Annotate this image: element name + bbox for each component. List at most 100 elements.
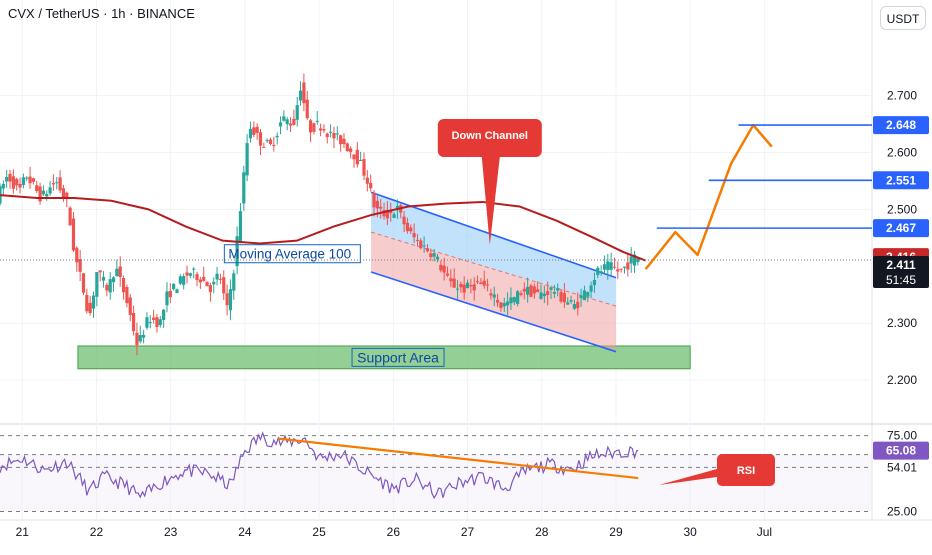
candle-body (55, 182, 59, 184)
candle-body (285, 119, 289, 125)
candle-body (512, 297, 516, 303)
candle-body (549, 287, 553, 290)
candle-body (405, 222, 410, 232)
candle-body (195, 273, 199, 281)
candle-body (222, 277, 226, 294)
x-tick-label: 25 (312, 525, 326, 539)
candle-body (128, 297, 132, 315)
candle-body (268, 139, 273, 145)
down-channel-mid-line (370, 231, 617, 307)
candle-body (472, 284, 476, 291)
candle-body (422, 245, 426, 247)
candle-body (312, 123, 316, 132)
currency-unit-button[interactable]: USDT (880, 6, 926, 30)
candle-body (439, 264, 443, 271)
candle-body (482, 280, 486, 286)
candle-body (135, 332, 139, 346)
candle-body (349, 148, 353, 152)
rsi-current-badge (873, 441, 929, 460)
candle-body (415, 239, 420, 241)
candle-body (101, 276, 106, 281)
x-tick-label: 22 (90, 525, 104, 539)
candle-body (392, 214, 396, 218)
candle-body (288, 123, 293, 126)
candle-body (322, 129, 326, 131)
candle-body (215, 273, 219, 280)
x-tick-label: Jul (757, 525, 772, 539)
candle-body (419, 240, 423, 249)
candle-body (576, 301, 580, 309)
candle-body (499, 302, 503, 308)
candle-body (445, 273, 450, 276)
candle-body (359, 160, 363, 162)
moving-average-label: Moving Average 100 (228, 247, 351, 262)
candle-body (61, 188, 66, 198)
rsi-trendline (278, 437, 639, 480)
x-tick-label: 23 (164, 525, 178, 539)
x-tick-label: 21 (16, 525, 30, 539)
candle-body (342, 138, 346, 145)
candle-body (145, 317, 149, 328)
candle-body (278, 122, 283, 127)
candle-body (502, 303, 506, 307)
price-level-badge (873, 116, 929, 135)
candle-body (152, 317, 156, 320)
candle-body (198, 279, 202, 283)
candle-body (412, 233, 416, 238)
candle-body (118, 266, 122, 277)
candle-body (599, 271, 603, 273)
candle-body (295, 105, 299, 120)
candle-body (616, 269, 620, 272)
candle-body (579, 295, 583, 299)
candle-body (355, 149, 359, 165)
candle-body (516, 291, 520, 304)
price-level-label: 2.551 (886, 173, 916, 187)
candle-body (38, 186, 42, 202)
candle-body (362, 159, 366, 176)
candle-body (589, 285, 593, 292)
candle-body (465, 282, 470, 289)
candle-body (519, 293, 523, 295)
candle-body (385, 209, 389, 219)
candle-body (529, 285, 533, 297)
y-tick-label: 2.600 (887, 145, 917, 159)
support-area-label-box (351, 347, 445, 367)
down-channel-lower-fill (371, 232, 616, 352)
candle-body (188, 273, 192, 276)
rsi-current-label: 65.08 (886, 444, 916, 458)
candle-body (469, 285, 473, 287)
candle-body (582, 290, 587, 301)
candle-body (78, 259, 82, 272)
candle-body (235, 236, 239, 267)
candle-body (98, 270, 102, 273)
candle-body (31, 178, 35, 182)
candle-body (175, 289, 179, 294)
candle-body (111, 277, 116, 283)
candle-body (315, 120, 319, 122)
candle-body (218, 278, 223, 280)
candle-body (572, 304, 577, 309)
candle-body (389, 210, 393, 214)
candle-body (202, 276, 206, 281)
candle-body (626, 262, 630, 270)
candle-body (11, 176, 15, 189)
candle-body (459, 283, 463, 288)
candle-body (208, 285, 212, 293)
candle-body (606, 261, 610, 271)
down-channel-callout-text: Down Channel (452, 130, 528, 142)
candle-body (228, 289, 233, 311)
candle-body (138, 335, 142, 342)
candle-body (629, 256, 633, 264)
candle-body (105, 284, 109, 291)
candle-body (232, 273, 236, 291)
candle-body (185, 272, 189, 276)
candle-body (15, 178, 19, 186)
price-level-label: 2.648 (886, 118, 916, 132)
candle-body (402, 216, 406, 225)
candle-body (125, 286, 129, 304)
candle-body (8, 173, 12, 182)
candle-body (292, 118, 296, 125)
candle-body (612, 266, 617, 268)
